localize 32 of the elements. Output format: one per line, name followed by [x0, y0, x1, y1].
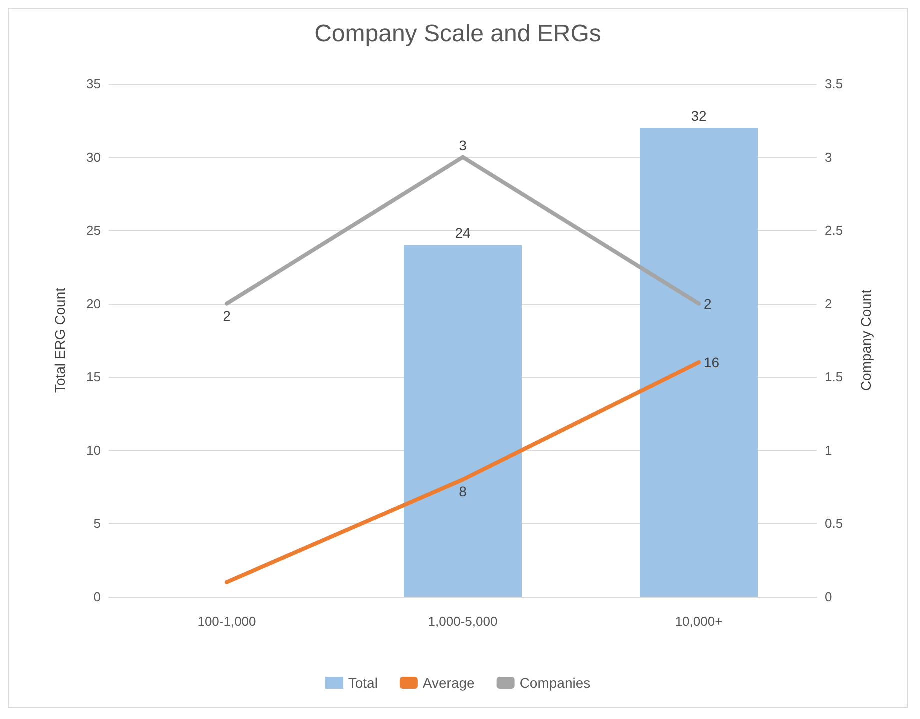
data-label: 2 — [704, 296, 712, 312]
x-tick-label: 100-1,000 — [198, 614, 256, 629]
y2-tick-label: 0 — [825, 590, 832, 604]
y-tick-label: 30 — [86, 150, 101, 165]
x-tick-label: 10,000+ — [675, 614, 723, 629]
y-tick-label: 25 — [86, 223, 101, 238]
data-label: 3 — [459, 137, 468, 154]
y2-tick-label: 2 — [825, 296, 832, 312]
y2-tick-label: 3 — [825, 150, 832, 165]
y-axis-title: Total ERG Count — [52, 288, 68, 394]
y2-tick-label: 0.5 — [825, 516, 844, 532]
y-tick-label: 35 — [86, 76, 101, 92]
y2-tick-label: 1 — [825, 442, 832, 458]
y-tick-label: 0 — [94, 590, 101, 604]
y2-tick-label: 2.5 — [825, 223, 844, 238]
legend-label: Average — [422, 675, 476, 691]
x-tick-label: 1,000-5,000 — [428, 614, 498, 629]
data-label: 32 — [691, 108, 707, 124]
data-label: 24 — [455, 225, 471, 242]
data-label: 16 — [704, 354, 720, 370]
y2-tick-label: 3.5 — [825, 76, 844, 92]
legend-label: Total — [348, 675, 378, 691]
y2-axis-title: Company Count — [858, 290, 874, 392]
data-label: 2 — [223, 308, 232, 324]
y-tick-label: 5 — [94, 516, 101, 532]
data-label: 8 — [459, 484, 468, 500]
chart-title: Company Scale and ERGs — [314, 20, 602, 48]
y-tick-label: 20 — [86, 296, 101, 312]
y-tick-label: 10 — [86, 442, 101, 458]
legend-label: Companies — [520, 675, 591, 691]
y-tick-label: 15 — [86, 370, 101, 385]
y2-tick-label: 1.5 — [825, 370, 844, 385]
